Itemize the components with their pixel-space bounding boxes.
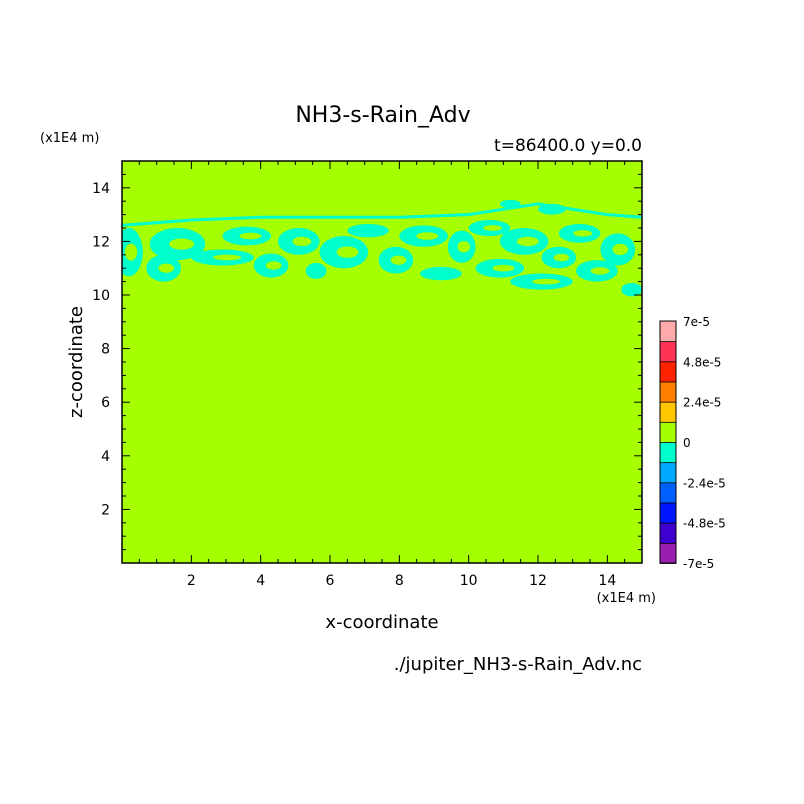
colorbar-swatch bbox=[659, 522, 677, 544]
patch-hole bbox=[124, 243, 138, 261]
x-tick-label: 12 bbox=[529, 573, 547, 589]
patch-hole bbox=[416, 232, 439, 240]
colorbar bbox=[659, 320, 677, 564]
colorbar-label: 7e-5 bbox=[683, 315, 710, 329]
x-tick-label: 6 bbox=[326, 573, 335, 589]
z-tick-label: 10 bbox=[92, 288, 110, 304]
patch-hole bbox=[573, 230, 593, 237]
patch-hole bbox=[390, 255, 407, 265]
patch-hole bbox=[213, 254, 242, 261]
patch-hole bbox=[553, 253, 570, 262]
colorbar-label: -4.8e-5 bbox=[683, 517, 726, 531]
field-background bbox=[122, 161, 642, 563]
negative-patch bbox=[347, 223, 389, 238]
colorbar-swatch bbox=[659, 360, 677, 383]
patch-hole bbox=[532, 278, 561, 285]
colorbar-swatch bbox=[659, 340, 677, 363]
x-tick-label: 10 bbox=[460, 573, 478, 589]
patch-hole bbox=[457, 241, 471, 253]
colorbar-swatch bbox=[659, 320, 677, 343]
patch-hole bbox=[336, 246, 359, 258]
z-axis-ticks: 2 4 6 8 10 12 14 bbox=[92, 173, 642, 551]
plot-field bbox=[122, 161, 642, 563]
colorbar-swatch bbox=[659, 542, 677, 564]
patch-hole bbox=[492, 264, 515, 272]
colorbar-labels: 7e-5 4.8e-5 2.4e-5 0 -2.4e-5 -4.8e-5 -7e-5 bbox=[683, 315, 726, 571]
colorbar-swatch bbox=[659, 502, 677, 524]
chart-subtitle: t=86400.0 y=0.0 bbox=[494, 136, 642, 156]
x-tick-label: 14 bbox=[598, 573, 616, 589]
patch-hole bbox=[265, 261, 282, 270]
colorbar-label: -2.4e-5 bbox=[683, 476, 726, 490]
patch-hole bbox=[158, 263, 174, 273]
colorbar-label: 4.8e-5 bbox=[683, 355, 721, 369]
x-axis-label: x-coordinate bbox=[325, 612, 438, 633]
patch-hole bbox=[292, 236, 312, 247]
colorbar-label: 0 bbox=[683, 436, 691, 450]
z-tick-label: 2 bbox=[101, 502, 110, 518]
negative-patch bbox=[621, 282, 642, 297]
patch-hole bbox=[169, 238, 195, 250]
colorbar-label: -7e-5 bbox=[683, 557, 714, 571]
x-unit-label: (x1E4 m) bbox=[597, 591, 656, 606]
x-tick-label: 2 bbox=[187, 573, 196, 589]
band-top-edge bbox=[122, 202, 642, 227]
z-tick-label: 4 bbox=[101, 449, 110, 465]
x-tick-label: 4 bbox=[256, 573, 265, 589]
patch-hole bbox=[516, 236, 539, 247]
colorbar-swatch bbox=[659, 401, 677, 423]
z-tick-label: 12 bbox=[92, 234, 110, 250]
source-file: ./jupiter_NH3-s-Rain_Adv.nc bbox=[394, 654, 642, 675]
z-tick-label: 14 bbox=[92, 181, 110, 197]
colorbar-swatch bbox=[659, 441, 677, 464]
negative-patch bbox=[499, 199, 521, 208]
x-tick-label: 8 bbox=[395, 573, 404, 589]
negative-patch bbox=[538, 203, 566, 215]
z-unit-label: (x1E4 m) bbox=[40, 131, 99, 146]
colorbar-label: 2.4e-5 bbox=[683, 396, 721, 410]
colorbar-swatch bbox=[659, 461, 677, 484]
z-tick-label: 6 bbox=[101, 395, 110, 411]
colorbar-frame bbox=[659, 320, 677, 564]
z-tick-label: 8 bbox=[101, 342, 110, 358]
x-axis-ticks: 2 4 6 8 10 12 14 bbox=[138, 161, 626, 589]
negative-patch bbox=[305, 262, 327, 279]
negative-patch bbox=[420, 266, 462, 281]
chart-title: NH3-s-Rain_Adv bbox=[295, 103, 470, 128]
colorbar-swatch bbox=[659, 421, 677, 443]
patch-hole bbox=[239, 232, 262, 240]
colorbar-swatch bbox=[659, 381, 677, 403]
patch-hole bbox=[612, 243, 629, 256]
z-axis-label: z-coordinate bbox=[66, 306, 87, 418]
patch-hole bbox=[590, 267, 610, 275]
colorbar-swatch bbox=[659, 481, 677, 504]
patch-hole bbox=[483, 225, 502, 231]
negative-patches bbox=[122, 199, 642, 297]
